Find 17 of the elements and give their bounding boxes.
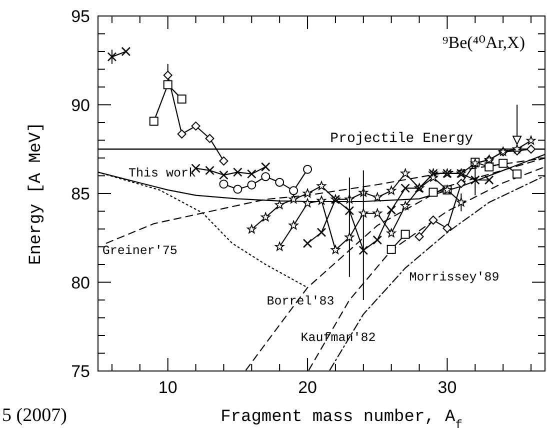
y-tick-label: 80 — [71, 273, 90, 292]
text: ⁹Be(⁴⁰Ar,X) — [442, 33, 525, 52]
y-axis-title: Energy [A MeV] — [27, 122, 46, 265]
x-tick-label: 20 — [298, 378, 317, 397]
y-tick-label: 75 — [71, 362, 90, 381]
x-axis-title: Fragment mass number, A$_{f}$ — [220, 408, 462, 432]
text: 5 (2007) — [2, 405, 67, 426]
y-tick-label: 95 — [71, 7, 90, 26]
ref-line-label: Projectile Energy — [330, 131, 473, 148]
y-tick-label: 90 — [71, 96, 90, 115]
x-tick-label: 30 — [438, 378, 457, 397]
annotation: Greiner'75 — [102, 244, 178, 258]
annotation: Borrel'83 — [266, 294, 334, 308]
annotation: Morrissey'89 — [409, 270, 500, 284]
x-tick-label: 10 — [158, 378, 178, 397]
annotation: This work — [128, 166, 196, 181]
y-tick-label: 85 — [71, 184, 90, 204]
